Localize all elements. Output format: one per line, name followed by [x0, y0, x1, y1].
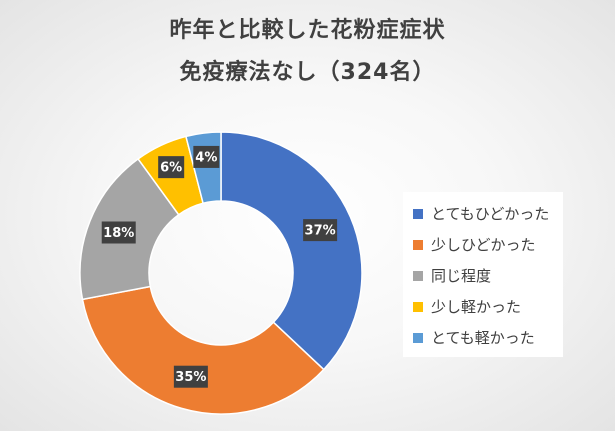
legend-label: 同じ程度 — [431, 267, 492, 285]
legend-item-5: とても軽かった — [413, 322, 563, 353]
slice-2 — [81, 285, 325, 415]
legend-item-1: とてもひどかった — [413, 198, 563, 229]
chart-subtitle: 免疫療法なし（324名） — [179, 60, 436, 85]
legend-item-3: 同じ程度 — [413, 260, 563, 291]
data-label-1: 37% — [303, 219, 338, 242]
slice-1 — [220, 131, 363, 371]
svg-text:6%: 6% — [160, 161, 182, 176]
legend-swatch — [413, 301, 423, 312]
chart-legend: とてもひどかった 少しひどかった 同じ程度少し軽かった とても軽かった — [403, 192, 563, 357]
chart-title: 昨年と比較した花粉症症状 — [169, 18, 446, 43]
legend-label: 少しひどかった — [431, 236, 536, 254]
svg-text:35%: 35% — [175, 370, 206, 385]
legend-item-4: 少し軽かった — [413, 291, 563, 322]
legend-swatch — [413, 270, 423, 281]
legend-label: とてもひどかった — [431, 205, 550, 223]
legend-item-2: 少しひどかった — [413, 229, 563, 260]
legend-swatch — [413, 208, 423, 219]
svg-text:4%: 4% — [195, 150, 217, 165]
data-label-2: 35% — [173, 365, 208, 388]
legend-swatch — [413, 332, 423, 343]
data-label-3: 18% — [101, 221, 136, 244]
legend-label: 少し軽かった — [431, 298, 522, 316]
svg-text:18%: 18% — [103, 226, 134, 241]
legend-swatch — [413, 239, 423, 250]
svg-text:37%: 37% — [305, 224, 336, 239]
data-label-5: 4% — [193, 145, 220, 168]
data-label-4: 6% — [158, 156, 185, 179]
legend-label: とても軽かった — [431, 329, 535, 347]
